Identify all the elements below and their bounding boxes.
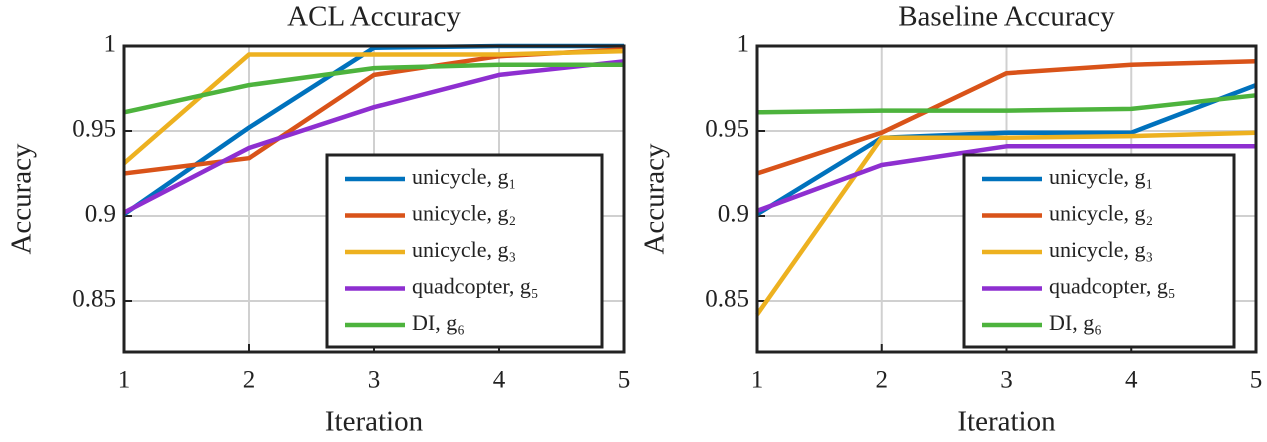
y-tick-label: 1 xyxy=(104,31,117,58)
series-line xyxy=(756,144,1256,214)
x-tick-label: 3 xyxy=(368,367,381,394)
y-tick-label: 0.9 xyxy=(718,201,749,228)
series-line xyxy=(122,59,625,215)
y-tick-label: 0.85 xyxy=(705,286,749,313)
legend-label: quadcopter, g₅ xyxy=(1049,274,1176,299)
series-line xyxy=(756,59,1257,176)
x-tick-label: 1 xyxy=(751,367,764,394)
x-tick-label: 5 xyxy=(1250,367,1263,394)
x-tick-label: 4 xyxy=(1125,367,1138,394)
y-tick-label: 1 xyxy=(737,31,750,58)
x-axis-label: Iteration xyxy=(957,406,1056,438)
x-tick-label: 2 xyxy=(876,367,889,394)
series-line xyxy=(755,130,1257,316)
legend-label: DI, g₆ xyxy=(1049,310,1102,335)
y-tick-label: 0.85 xyxy=(72,286,116,313)
series-line xyxy=(755,82,1257,217)
y-axis-label: Accuracy xyxy=(6,143,38,255)
panel: 0.85 0.9 0.95 1 1 2 3 4 5 ACL Accuracy Iteration Ac… xyxy=(6,1,631,438)
legend-label: unicycle, g₂ xyxy=(1049,201,1153,226)
y-tick-label: 0.95 xyxy=(705,116,749,143)
legend-box xyxy=(325,153,604,349)
x-axis-label: Iteration xyxy=(325,406,424,438)
x-tick-label: 1 xyxy=(118,367,131,394)
x-tick-label: 4 xyxy=(493,367,506,394)
y-axis-label: Accuracy xyxy=(639,143,671,255)
legend-label: unicycle, g₁ xyxy=(412,164,516,189)
y-tick-label: 0.9 xyxy=(85,201,116,228)
chart-title: ACL Accuracy xyxy=(287,1,461,33)
legend-label: unicycle, g₃ xyxy=(1049,237,1153,262)
legend-label: unicycle, g₃ xyxy=(412,237,516,262)
panel: 0.85 0.9 0.95 1 1 2 3 4 5 Baseline Accuracy Iterat… xyxy=(639,1,1263,438)
axes-frame xyxy=(122,44,626,354)
legend: unicycle, g₁ unicycle, g₂ unicycle, g₃ quad… xyxy=(325,153,604,349)
x-tick-label: 3 xyxy=(1000,367,1013,394)
axes-frame xyxy=(755,44,1258,354)
series-line xyxy=(123,62,624,115)
legend-label: unicycle, g₁ xyxy=(1049,164,1153,189)
x-tick-label: 2 xyxy=(243,367,256,394)
legend-label: DI, g₆ xyxy=(412,310,465,335)
chart-title: Baseline Accuracy xyxy=(898,1,1115,33)
y-tick-label: 0.95 xyxy=(72,116,116,143)
series-line xyxy=(122,48,625,165)
series-line xyxy=(756,93,1257,115)
x-tick-label: 5 xyxy=(618,367,631,394)
legend-label: unicycle, g₂ xyxy=(412,201,516,226)
legend: unicycle, g₁ unicycle, g₂ unicycle, g₃ quad… xyxy=(962,153,1236,349)
legend-label: quadcopter, g₅ xyxy=(412,274,539,299)
